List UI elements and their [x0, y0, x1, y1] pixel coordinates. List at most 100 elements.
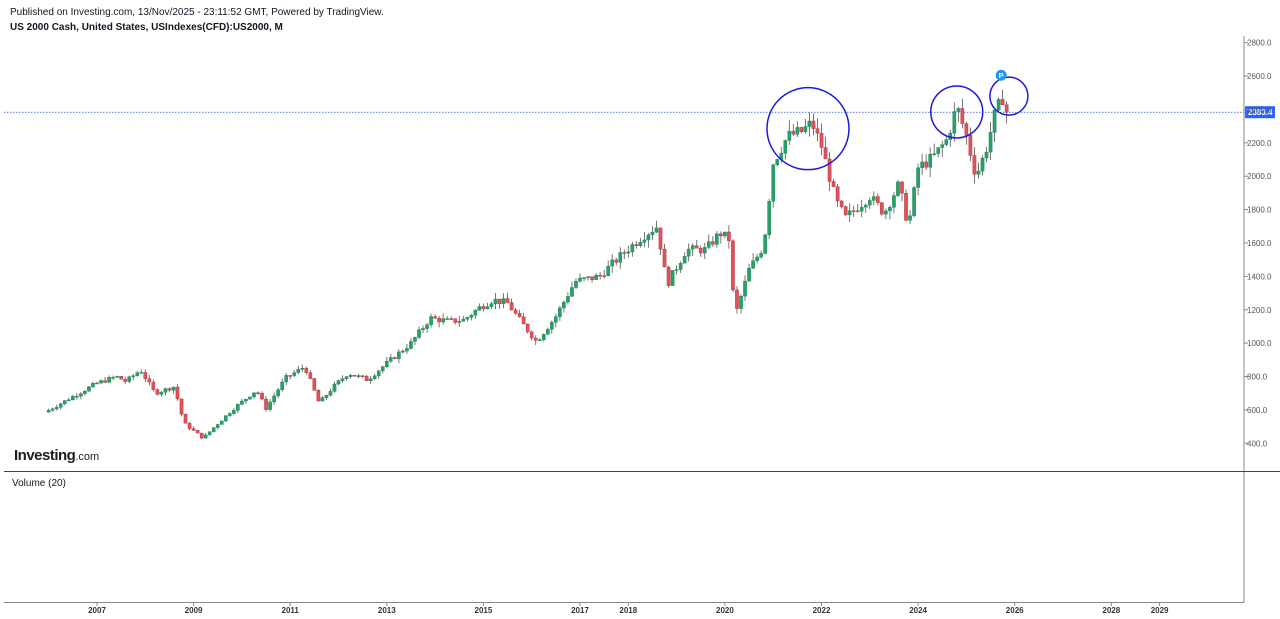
candle [948, 129, 953, 147]
y-tick-label: 2400.0 [1247, 105, 1272, 114]
candle [674, 265, 679, 275]
candle [300, 364, 305, 373]
candle [183, 413, 188, 424]
candle [525, 323, 530, 334]
candle [916, 163, 920, 196]
candle [658, 227, 663, 255]
candle [940, 140, 945, 157]
y-tick-label: 2200.0 [1247, 139, 1272, 148]
candle [932, 143, 936, 157]
candle [775, 158, 780, 167]
candle [823, 136, 828, 160]
candle [232, 408, 236, 415]
candle [316, 389, 321, 402]
candle [143, 369, 148, 383]
candle [320, 396, 325, 402]
candle [715, 231, 719, 248]
candle [405, 343, 409, 355]
x-tick-label: 2026 [1006, 606, 1024, 615]
investing-logo: Investing.com [14, 447, 99, 464]
annotation-circle[interactable] [989, 76, 1029, 116]
candle [461, 316, 466, 322]
event-marker[interactable]: P [995, 69, 1007, 81]
candle [920, 153, 924, 175]
candle [469, 313, 474, 321]
candle [807, 112, 812, 137]
x-tick-label: 2007 [88, 606, 106, 615]
candle [115, 375, 119, 379]
candle [562, 300, 566, 313]
candle [119, 375, 123, 380]
candle [75, 392, 79, 400]
y-tick-label: 1200.0 [1247, 306, 1272, 315]
y-tick-label: 1400.0 [1247, 272, 1272, 281]
candle [690, 243, 695, 256]
candle [135, 370, 140, 377]
candle [904, 189, 908, 222]
candle [537, 337, 542, 341]
candle [711, 236, 715, 247]
candle [517, 309, 522, 318]
candle [727, 225, 731, 249]
candle [376, 369, 381, 379]
candle [851, 205, 856, 217]
candle [260, 391, 264, 401]
candle [533, 335, 538, 346]
price-axis[interactable]: 400.0 600.0 800.0 1000.0 1200.0 1400.0 1600.0 1… [1244, 39, 1272, 449]
candle [529, 330, 534, 341]
candle [360, 375, 365, 378]
y-tick-label: 400.0 [1247, 439, 1268, 448]
candle [54, 404, 59, 411]
time-axis[interactable]: 2007 2009 2011 2013 2015 2017 2018 2020 2022 2024… [88, 603, 1169, 615]
candle [219, 420, 224, 425]
candle [344, 375, 349, 381]
candle [240, 398, 244, 406]
event-marker-dot[interactable] [995, 69, 1007, 81]
candle [956, 106, 961, 122]
candle [928, 147, 932, 178]
candle [654, 220, 659, 233]
candle [139, 369, 144, 374]
candle [50, 407, 55, 412]
candle [872, 191, 876, 206]
candle [284, 372, 288, 386]
candle [819, 123, 824, 156]
candle [151, 379, 156, 392]
candle [83, 389, 87, 396]
volume-pane-label: Volume (20) [12, 478, 66, 489]
candle [223, 415, 228, 423]
candle [859, 199, 864, 218]
candle [747, 263, 751, 282]
candle [489, 301, 494, 310]
candle [799, 126, 804, 134]
x-tick-label: 2022 [813, 606, 831, 615]
candle [95, 381, 99, 385]
candle [686, 243, 691, 262]
candle [195, 429, 200, 434]
annotation-circle[interactable] [766, 86, 850, 171]
candle [252, 392, 256, 399]
candle [707, 234, 711, 250]
candle [179, 398, 184, 417]
candle [642, 232, 647, 248]
candle [606, 260, 610, 277]
annotation-circle[interactable] [929, 85, 984, 139]
candle [835, 183, 840, 208]
candle [586, 276, 590, 281]
candle [622, 249, 627, 260]
candle [831, 178, 836, 188]
candle [972, 147, 977, 184]
candle [264, 396, 268, 412]
candle [441, 313, 445, 325]
candle [159, 390, 164, 397]
candle [501, 293, 506, 309]
candle [912, 185, 916, 218]
candle [425, 322, 429, 334]
candle [187, 421, 192, 431]
candle [509, 298, 514, 311]
candle [924, 154, 928, 171]
candle [397, 349, 401, 364]
x-tick-label: 2011 [282, 606, 300, 615]
logo-suffix: .com [75, 451, 100, 463]
